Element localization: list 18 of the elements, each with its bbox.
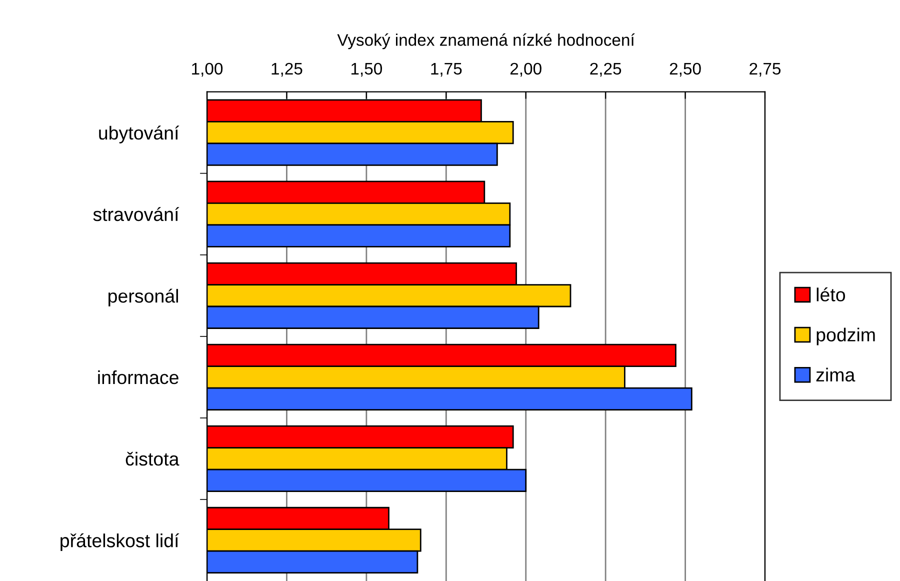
x-tick-label: 2,75 [750,62,781,77]
x-tick-label: 2,25 [590,62,622,77]
x-tick-label: 1,00 [192,62,223,77]
y-tick-label: informace [98,370,178,384]
legend-label: podzim [816,328,875,346]
y-tick-label: stravování [93,207,180,222]
x-tick-label: 2,00 [510,62,542,77]
y-tick-label: personál [108,288,178,306]
legend-label: léto [816,287,846,302]
legend-label: zima [816,368,856,382]
x-tick-label: 2,50 [670,62,701,77]
x-axis-title: Vysoký index znamená nízké hodnocení [337,33,635,50]
y-tick-label: ubytování [99,126,180,144]
y-tick-label: čistota [126,452,180,466]
x-tick-label: 1,50 [351,62,382,77]
x-tick-label: 1,25 [272,62,302,77]
y-tick-label: přátelskost lidí [60,533,180,552]
x-tick-label: 1,75 [431,62,462,77]
